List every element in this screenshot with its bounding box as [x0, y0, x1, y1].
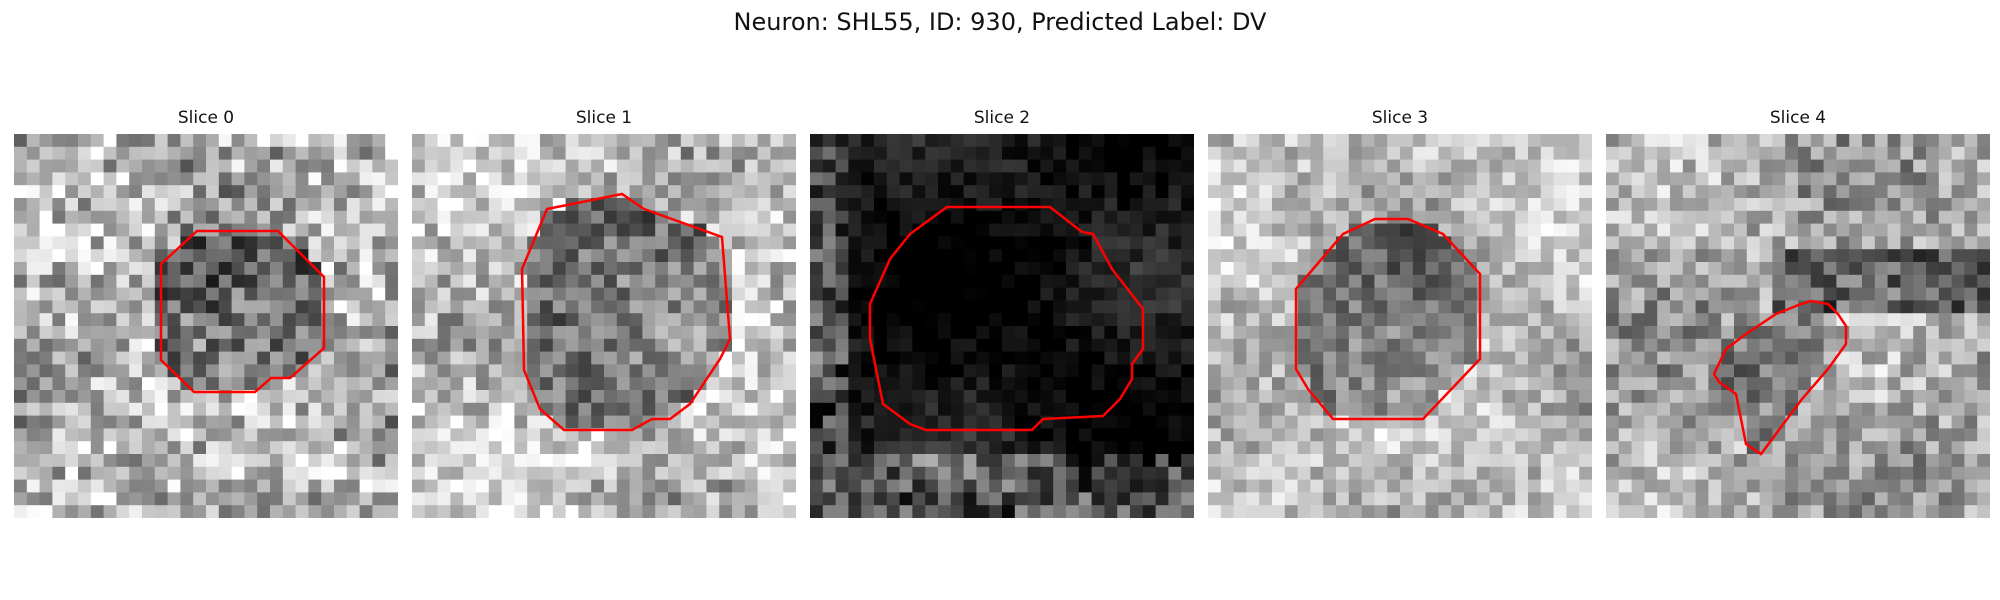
slice-image-1	[412, 134, 796, 518]
pixel-grid	[412, 134, 796, 518]
slice-title: Slice 0	[177, 108, 235, 128]
roi-contour	[520, 192, 732, 432]
pixel-grid	[810, 134, 1194, 518]
slice-title: Slice 1	[575, 108, 633, 128]
slice-panel-4: Slice 4	[1606, 108, 1990, 518]
roi-contour	[868, 205, 1145, 432]
pixel-grid	[1606, 134, 1990, 518]
slice-image-0	[14, 134, 398, 518]
slice-image-3	[1208, 134, 1592, 518]
roi-contour	[159, 229, 326, 394]
slice-panel-1: Slice 1	[412, 108, 796, 518]
slice-panel-2: Slice 2	[810, 108, 1194, 518]
slice-image-2	[810, 134, 1194, 518]
slice-panel-0: Slice 0	[14, 108, 398, 518]
slice-panel-3: Slice 3	[1208, 108, 1592, 518]
roi-contour	[1712, 299, 1848, 456]
slice-title: Slice 4	[1769, 108, 1827, 128]
slice-title: Slice 3	[1371, 108, 1429, 128]
roi-contour	[1294, 217, 1482, 421]
pixel-grid	[14, 134, 398, 518]
slice-image-4	[1606, 134, 1990, 518]
slice-title: Slice 2	[973, 108, 1031, 128]
figure-title: Neuron: SHL55, ID: 930, Predicted Label:…	[733, 8, 1267, 36]
pixel-grid	[1208, 134, 1592, 518]
